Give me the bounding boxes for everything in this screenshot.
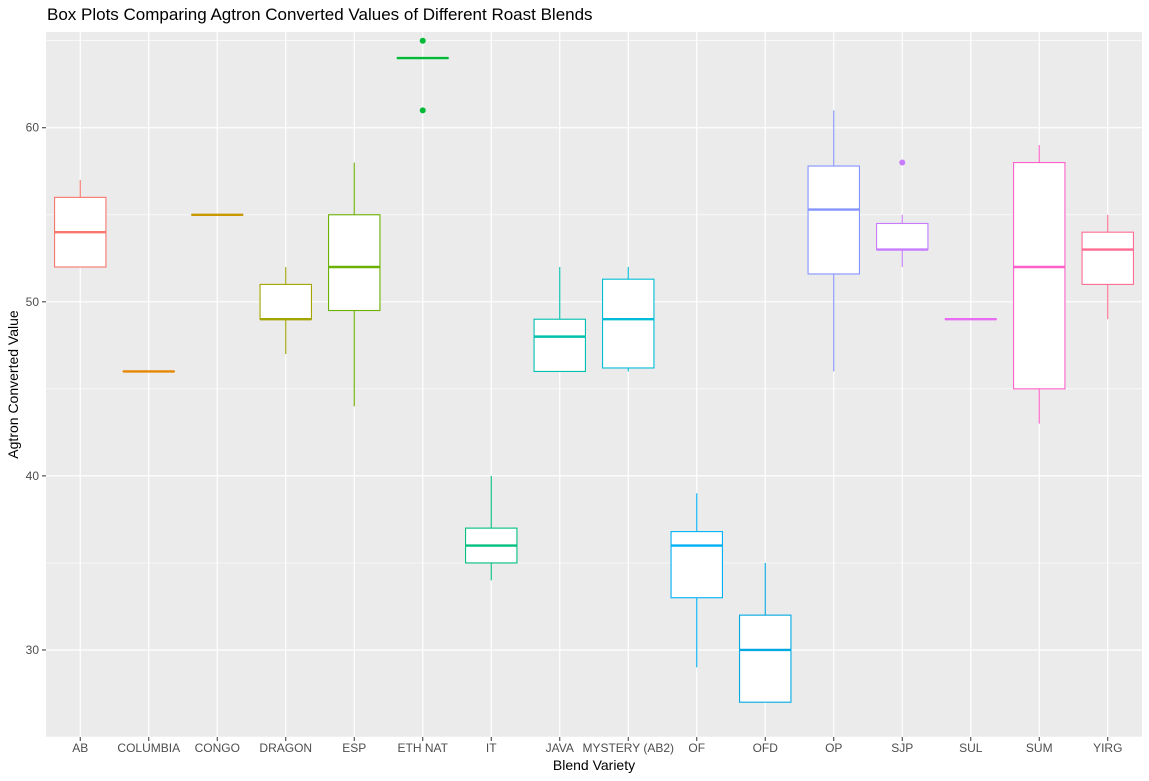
box-of — [670, 493, 723, 668]
boxes-layer — [54, 37, 1134, 703]
box-body — [259, 283, 312, 320]
x-tick-label: AB — [72, 741, 88, 755]
box-mystery-ab2- — [602, 267, 655, 372]
x-tick-label: MYSTERY (AB2) — [582, 741, 674, 755]
x-tick-label: CONGO — [195, 741, 240, 755]
box-body — [876, 222, 929, 251]
box-op — [807, 110, 860, 372]
x-tick-label: ESP — [342, 741, 366, 755]
box-body — [670, 531, 723, 599]
box-body — [739, 614, 792, 703]
x-tick-label: IT — [486, 741, 497, 755]
box-esp — [328, 162, 381, 407]
box-body — [1081, 231, 1134, 285]
x-tick-label: OP — [825, 741, 842, 755]
chart-title: Box Plots Comparing Agtron Converted Val… — [47, 5, 593, 24]
box-sjp — [876, 159, 929, 267]
box-body — [328, 214, 381, 312]
y-axis-title: Agtron Converted Value — [5, 310, 21, 459]
y-tick-label: 60 — [26, 121, 40, 135]
y-axis: 30 40 50 60 — [26, 121, 46, 657]
box-body — [1013, 162, 1066, 390]
box-ofd — [739, 562, 792, 703]
box-body — [533, 318, 586, 372]
outlier-point — [419, 37, 426, 44]
box-body — [807, 165, 860, 275]
x-tick-label: OFD — [753, 741, 779, 755]
x-tick-label: DRAGON — [259, 741, 312, 755]
box-yirg — [1081, 214, 1134, 320]
x-tick-label: OF — [688, 741, 705, 755]
x-tick-label: JAVA — [546, 741, 574, 755]
outlier-point — [899, 159, 906, 166]
x-tick-label: SJP — [891, 741, 913, 755]
y-tick-label: 40 — [26, 469, 40, 483]
x-tick-label: ETH NAT — [398, 741, 449, 755]
x-axis: AB COLUMBIA CONGO DRAGON ESP ETH NAT IT JAVA MYS… — [72, 737, 1122, 755]
box-body — [602, 278, 655, 369]
box-eth-nat — [396, 37, 449, 114]
x-tick-label: COLUMBIA — [117, 741, 180, 755]
box-dragon — [259, 267, 312, 355]
x-tick-label: SUL — [959, 741, 983, 755]
y-tick-label: 30 — [26, 643, 40, 657]
box-it — [465, 475, 518, 581]
x-tick-label: SUM — [1026, 741, 1053, 755]
x-axis-title: Blend Variety — [553, 757, 635, 773]
box-ab — [54, 179, 107, 268]
y-tick-label: 50 — [26, 295, 40, 309]
outlier-point — [419, 107, 426, 114]
box-sum — [1013, 145, 1066, 424]
plot-panel — [46, 32, 1142, 737]
box-java — [533, 267, 586, 372]
x-tick-label: YIRG — [1093, 741, 1122, 755]
